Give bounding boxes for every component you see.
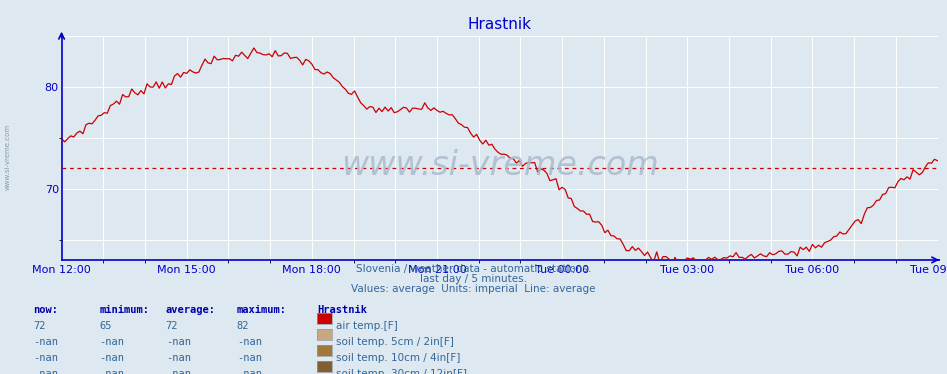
Text: minimum:: minimum: [99, 305, 150, 315]
Text: www.si-vreme.com: www.si-vreme.com [341, 149, 658, 182]
Text: last day / 5 minutes.: last day / 5 minutes. [420, 274, 527, 284]
Text: -nan: -nan [33, 369, 58, 374]
Text: -nan: -nan [99, 353, 124, 363]
Text: 65: 65 [99, 321, 112, 331]
Text: soil temp. 5cm / 2in[F]: soil temp. 5cm / 2in[F] [336, 337, 454, 347]
Text: Values: average  Units: imperial  Line: average: Values: average Units: imperial Line: av… [351, 284, 596, 294]
Text: now:: now: [33, 305, 58, 315]
Text: -nan: -nan [166, 369, 190, 374]
Text: soil temp. 10cm / 4in[F]: soil temp. 10cm / 4in[F] [336, 353, 460, 363]
Text: -nan: -nan [237, 369, 261, 374]
Text: 72: 72 [166, 321, 178, 331]
Text: -nan: -nan [166, 337, 190, 347]
Text: Slovenia / weather data - automatic stations.: Slovenia / weather data - automatic stat… [356, 264, 591, 274]
Text: air temp.[F]: air temp.[F] [336, 321, 398, 331]
Text: 82: 82 [237, 321, 249, 331]
Title: Hrastnik: Hrastnik [468, 16, 531, 31]
Text: -nan: -nan [166, 353, 190, 363]
Text: 72: 72 [33, 321, 45, 331]
Text: www.si-vreme.com: www.si-vreme.com [5, 124, 10, 190]
Text: average:: average: [166, 305, 216, 315]
Text: soil temp. 30cm / 12in[F]: soil temp. 30cm / 12in[F] [336, 369, 467, 374]
Text: -nan: -nan [99, 369, 124, 374]
Text: -nan: -nan [33, 337, 58, 347]
Text: maximum:: maximum: [237, 305, 287, 315]
Text: -nan: -nan [33, 353, 58, 363]
Text: -nan: -nan [237, 353, 261, 363]
Text: -nan: -nan [237, 337, 261, 347]
Text: -nan: -nan [99, 337, 124, 347]
Text: Hrastnik: Hrastnik [317, 305, 367, 315]
